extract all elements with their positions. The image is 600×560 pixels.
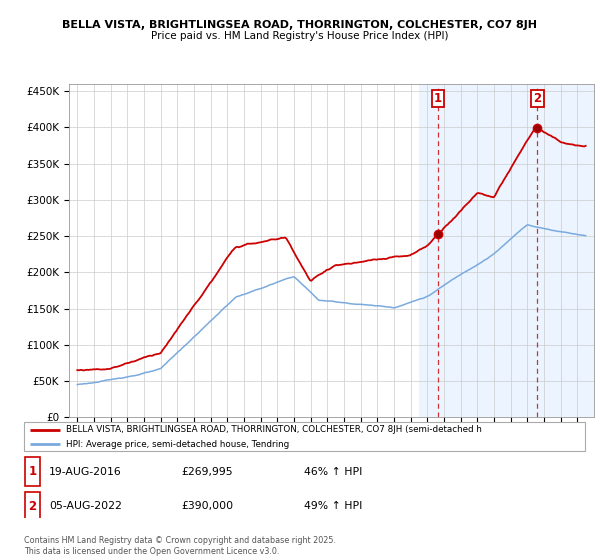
Text: BELLA VISTA, BRIGHTLINGSEA ROAD, THORRINGTON, COLCHESTER, CO7 8JH: BELLA VISTA, BRIGHTLINGSEA ROAD, THORRIN…	[62, 20, 538, 30]
FancyBboxPatch shape	[25, 457, 40, 486]
Text: Contains HM Land Registry data © Crown copyright and database right 2025.
This d: Contains HM Land Registry data © Crown c…	[24, 536, 336, 556]
Text: 2: 2	[28, 500, 37, 513]
Text: 1: 1	[28, 465, 37, 478]
Text: 49% ↑ HPI: 49% ↑ HPI	[305, 501, 363, 511]
FancyBboxPatch shape	[25, 492, 40, 521]
Text: 1: 1	[434, 92, 442, 105]
Text: £390,000: £390,000	[181, 501, 233, 511]
Text: BELLA VISTA, BRIGHTLINGSEA ROAD, THORRINGTON, COLCHESTER, CO7 8JH (semi-detached: BELLA VISTA, BRIGHTLINGSEA ROAD, THORRIN…	[66, 425, 482, 434]
Text: 2: 2	[533, 92, 541, 105]
Text: 46% ↑ HPI: 46% ↑ HPI	[305, 466, 363, 477]
Text: 19-AUG-2016: 19-AUG-2016	[49, 466, 122, 477]
FancyBboxPatch shape	[24, 422, 585, 451]
Text: 05-AUG-2022: 05-AUG-2022	[49, 501, 122, 511]
Text: HPI: Average price, semi-detached house, Tendring: HPI: Average price, semi-detached house,…	[66, 440, 289, 449]
Text: Price paid vs. HM Land Registry's House Price Index (HPI): Price paid vs. HM Land Registry's House …	[151, 31, 449, 41]
Bar	[419, 84, 594, 417]
Text: £269,995: £269,995	[181, 466, 233, 477]
